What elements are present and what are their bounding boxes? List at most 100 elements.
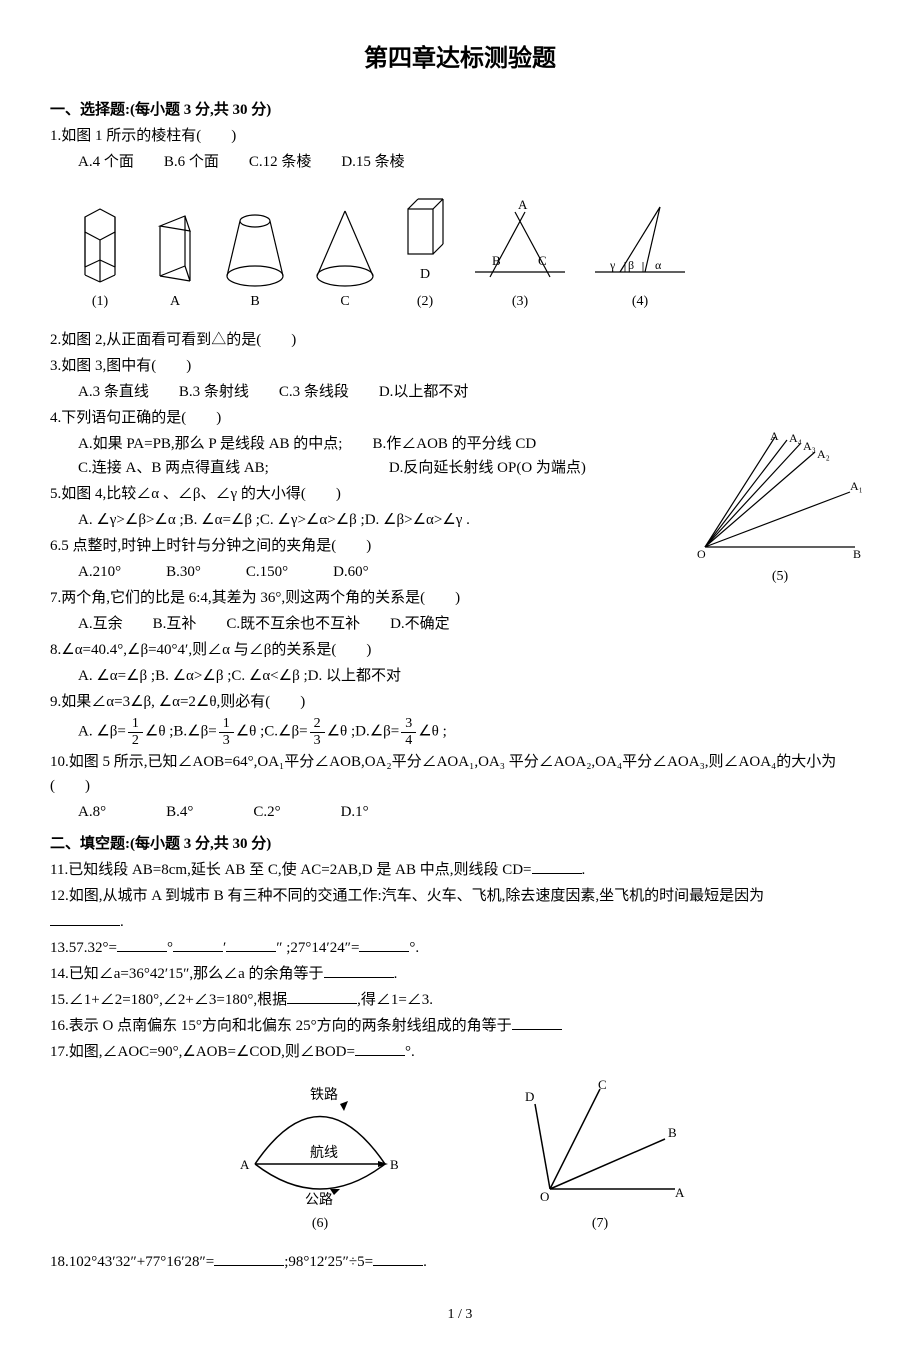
q8-options: A. ∠α=∠β ;B. ∠α>∠β ;C. ∠α<∠β ;D. 以上都不对 [50,664,870,688]
q12: 12.如图,从城市 A 到城市 B 有三种不同的交通工作:汽车、火车、飞机,除去… [50,884,870,908]
q5-options: A. ∠γ>∠β>∠α ;B. ∠α=∠β ;C. ∠γ>∠α>∠β ;D. ∠… [50,508,690,532]
q7-options: A.互余 B.互补 C.既不互余也不互补 D.不确定 [50,612,690,636]
fig-5: A A₄ A₃ A₂ A₁ B O (5) [690,432,870,588]
page-number: 1 / 3 [50,1304,870,1326]
q12b: . [50,910,870,934]
hexagonal-prism-icon [70,187,130,287]
frustum-icon [220,201,290,291]
svg-text:A₁: A₁ [850,479,863,493]
fig-2c: C [310,201,380,313]
svg-text:D: D [525,1089,534,1104]
fig2d-label: D [420,264,430,286]
fig2a-label: A [170,291,180,313]
q16: 16.表示 O 点南偏东 15°方向和北偏东 25°方向的两条射线组成的角等于 [50,1014,870,1038]
triangle-lines-icon: A B C [470,197,570,287]
blank [50,911,120,926]
blank [117,937,167,952]
svg-text:C: C [538,253,547,268]
q1-options: A.4 个面 B.6 个面 C.12 条棱 D.15 条棱 [50,150,870,174]
fig2b-label: B [250,291,259,313]
fig-7: A B C D O (7) [510,1079,690,1235]
fig-1: (1) [70,187,130,313]
q4-optA: A.如果 PA=PB,那么 P 是线段 AB 的中点; B.作∠AOB 的平分线… [50,432,690,456]
blank [214,1251,284,1266]
blank [532,859,582,874]
page-title: 第四章达标测验题 [50,40,870,78]
svg-text:B: B [853,547,861,561]
q6: 6.5 点整时,时钟上时针与分钟之间的夹角是( ) [50,534,690,558]
figures-row-2: 铁路 航线 公路 A B (6) A B C D O (7) [50,1079,870,1235]
svg-text:O: O [540,1189,549,1204]
q9d: ∠θ ;D.∠β= [327,724,400,740]
svg-text:α: α [655,258,662,272]
cone-icon [310,201,380,291]
svg-text:航线: 航线 [310,1145,338,1161]
blank [226,937,276,952]
svg-text:O: O [697,547,706,561]
fig5-label: (5) [772,566,788,588]
q11: 11.已知线段 AB=8cm,延长 AB 至 C,使 AC=2AB,D 是 AB… [50,858,870,882]
fig-2a: A [150,201,200,313]
fig2-label: (2) [417,291,433,313]
svg-text:B: B [668,1125,677,1140]
q9c: ∠θ ;C.∠β= [236,724,308,740]
blank [324,963,394,978]
q9b: ∠θ ;B.∠β= [145,724,217,740]
svg-text:铁路: 铁路 [310,1087,338,1103]
fig4-label: (4) [632,291,648,313]
triangular-prism-icon [150,201,200,291]
q3-options: A.3 条直线 B.3 条射线 C.3 条线段 D.以上都不对 [50,380,870,404]
blank [512,1015,562,1030]
svg-text:C: C [598,1079,607,1092]
fig-4: γ β α (4) [590,197,690,313]
q7: 7.两个角,它们的比是 6:4,其差为 36°,则这两个角的关系是( ) [50,586,690,610]
fig6-label: (6) [312,1213,328,1235]
q17: 17.如图,∠AOC=90°,∠AOB=∠COD,则∠BOD=°. [50,1040,870,1064]
fig-2d: D [400,184,450,286]
q1: 1.如图 1 所示的棱柱有( ) [50,124,870,148]
angles-icon: γ β α [590,197,690,287]
fig2c-label: C [340,291,349,313]
fig7-label: (7) [592,1213,608,1235]
section2-header: 二、填空题:(每小题 3 分,共 30 分) [50,832,870,856]
q13: 13.57.32°=°′″ ;27°14′24″=°. [50,936,870,960]
q14: 14.已知∠a=36°42′15″,那么∠a 的余角等于. [50,962,870,986]
section1-header: 一、选择题:(每小题 3 分,共 30 分) [50,98,870,122]
q10-options: A.8° B.4° C.2° D.1° [50,800,870,824]
svg-text:A: A [770,432,779,443]
q9-options: A. ∠β=12∠θ ;B.∠β=13∠θ ;C.∠β=23∠θ ;D.∠β=3… [50,716,870,748]
routes-icon: 铁路 航线 公路 A B [230,1079,410,1209]
q2: 2.如图 2,从正面看可看到△的是( ) [50,328,870,352]
q4-optC: C.连接 A、B 两点得直线 AB; D.反向延长射线 OP(O 为端点) [50,456,690,480]
q8: 8.∠α=40.4°,∠β=40°4′,则∠α 与∠β的关系是( ) [50,638,870,662]
cuboid-icon [400,184,450,264]
angle-bisectors-icon: A A₄ A₃ A₂ A₁ B O [695,432,865,562]
blank [287,989,357,1004]
q9e: ∠θ ; [418,724,447,740]
multi-rays-icon: A B C D O [510,1079,690,1209]
q18: 18.102°43′32″+77°16′28″=;98°12′25″÷5=. [50,1250,870,1274]
svg-text:A: A [240,1157,250,1172]
svg-text:公路: 公路 [305,1192,333,1208]
svg-text:A₂: A₂ [817,447,830,461]
blank [355,1041,405,1056]
svg-text:B: B [492,253,501,268]
q6-options: A.210° B.30° C.150° D.60° [50,560,690,584]
fig-3: A B C (3) [470,197,570,313]
q4: 4.下列语句正确的是( ) [50,406,870,430]
svg-text:A₃: A₃ [803,439,816,453]
fig-2b: B [220,201,290,313]
fig1-label: (1) [92,291,108,313]
figures-row-1: (1) A B C [70,184,870,313]
svg-text:A₄: A₄ [789,432,802,445]
svg-text:B: B [390,1157,399,1172]
blank [359,937,409,952]
svg-text:A: A [518,197,528,212]
q9: 9.如果∠α=3∠β, ∠α=2∠θ,则必有( ) [50,690,870,714]
q15: 15.∠1+∠2=180°,∠2+∠3=180°,根据,得∠1=∠3. [50,988,870,1012]
svg-text:γ: γ [609,258,616,272]
q5: 5.如图 4,比较∠α 、∠β、∠γ 的大小得( ) [50,482,690,506]
fig-6: 铁路 航线 公路 A B (6) [230,1079,410,1235]
q10: 10.如图 5 所示,已知∠AOB=64°,OA₁平分∠AOB,OA₂平分∠AO… [50,750,870,798]
fig3-label: (3) [512,291,528,313]
